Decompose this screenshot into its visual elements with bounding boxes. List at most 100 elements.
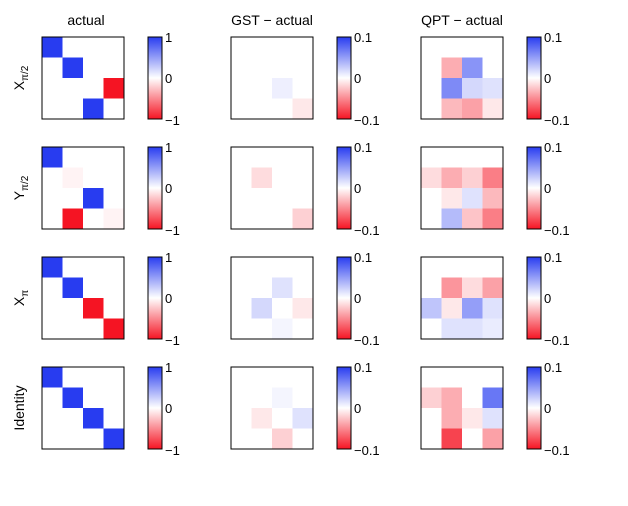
heatmap-cell: [421, 277, 442, 299]
colorbar-tick-label: 0.1: [354, 30, 372, 45]
heatmap-cell: [231, 98, 252, 120]
colorbar-tick-label: −1: [165, 443, 180, 458]
heatmap-cell: [62, 147, 84, 168]
heatmap-cell: [251, 298, 273, 319]
heatmap-cell: [421, 387, 442, 409]
heatmap-cell: [62, 37, 84, 58]
colorbar-tick-label: 0.1: [354, 250, 372, 265]
row-label-text: X: [11, 80, 27, 90]
heatmap-cell: [231, 257, 252, 278]
heatmap-cell: [292, 298, 314, 319]
heatmap-cell: [272, 298, 293, 319]
heatmap-cell: [421, 318, 442, 340]
row-label: Xπ/2: [11, 65, 31, 90]
colorbar-tick-label: −0.1: [544, 443, 570, 458]
colorbar: [526, 366, 542, 450]
colorbar: [147, 366, 163, 450]
heatmap-cell: [231, 428, 252, 450]
heatmap-cell: [103, 257, 125, 278]
heatmap-cell: [251, 318, 273, 340]
heatmap-cell: [292, 428, 314, 450]
heatmap-cell: [231, 367, 252, 388]
heatmap-cell: [292, 257, 314, 278]
panel-frame: [230, 256, 314, 340]
heatmap-cell: [103, 78, 125, 99]
heatmap-cell: [103, 318, 125, 340]
heatmap-cell: [62, 188, 84, 209]
heatmap-cell: [292, 147, 314, 168]
panel-frame: [420, 36, 504, 120]
colorbar-tick-label: 0: [544, 291, 551, 306]
colorbar-tick-label: 0: [354, 401, 361, 416]
colorbar-tick-label: −0.1: [354, 113, 380, 128]
colorbar: [147, 146, 163, 230]
colorbar-tick-label: 1: [165, 140, 172, 155]
colorbar-tick-label: −0.1: [544, 113, 570, 128]
row-label-subscript: π/2: [20, 65, 31, 81]
heatmap-cell: [421, 78, 442, 99]
heatmap-cell: [83, 367, 104, 388]
heatmap-cell: [251, 147, 273, 168]
heatmap-cell: [272, 257, 293, 278]
heatmap-cell: [251, 188, 273, 209]
colorbar-tick-label: 1: [165, 360, 172, 375]
colorbar-tick-label: 1: [165, 30, 172, 45]
heatmap-cell: [462, 147, 483, 168]
heatmap-cell: [83, 408, 104, 429]
heatmap-cell: [103, 147, 125, 168]
row-label: Yπ/2: [11, 175, 31, 200]
heatmap-cell: [421, 208, 442, 230]
heatmap-cell: [251, 37, 273, 58]
colorbar-tick-label: −1: [165, 333, 180, 348]
heatmap-cell: [482, 188, 504, 209]
colorbar: [526, 36, 542, 120]
heatmap-cell: [462, 367, 483, 388]
heatmap-cell: [482, 98, 504, 120]
heatmap-cell: [292, 37, 314, 58]
heatmap-cell: [62, 387, 84, 409]
heatmap-cell: [421, 167, 442, 189]
colorbar: [336, 36, 352, 120]
heatmap-cell: [83, 78, 104, 99]
heatmap-cell: [482, 78, 504, 99]
heatmap-cell: [231, 277, 252, 299]
heatmap-panel: [420, 256, 504, 340]
heatmap-cell: [462, 428, 483, 450]
row-label: Xπ: [11, 290, 31, 306]
heatmap-cell: [251, 408, 273, 429]
heatmap-cell: [441, 57, 463, 79]
heatmap-cell: [42, 188, 63, 209]
heatmap-cell: [83, 257, 104, 278]
heatmap-cell: [42, 408, 63, 429]
heatmap-cell: [462, 167, 483, 189]
colorbar: [526, 256, 542, 340]
colorbar: [147, 256, 163, 340]
heatmap-cell: [272, 208, 293, 230]
column-title: actual: [67, 12, 104, 28]
heatmap-cell: [292, 98, 314, 120]
heatmap-cell: [462, 57, 483, 79]
heatmap-cell: [421, 257, 442, 278]
heatmap-cell: [272, 78, 293, 99]
heatmap-cell: [462, 277, 483, 299]
heatmap-cell: [103, 57, 125, 79]
heatmap-cell: [441, 147, 463, 168]
panel-frame: [41, 256, 125, 340]
heatmap-cell: [421, 147, 442, 168]
heatmap-cell: [83, 98, 104, 120]
heatmap-cell: [231, 408, 252, 429]
heatmap-panel: [230, 36, 314, 120]
heatmap-panel: [230, 256, 314, 340]
colorbar: [336, 146, 352, 230]
heatmap-cell: [251, 367, 273, 388]
colorbar-tick-label: 0: [544, 401, 551, 416]
heatmap-cell: [103, 167, 125, 189]
heatmap-cell: [462, 98, 483, 120]
heatmap-cell: [441, 298, 463, 319]
heatmap-cell: [441, 98, 463, 120]
colorbar-tick-label: −0.1: [544, 223, 570, 238]
heatmap-cell: [62, 167, 84, 189]
heatmap-cell: [421, 57, 442, 79]
heatmap-cell: [441, 208, 463, 230]
